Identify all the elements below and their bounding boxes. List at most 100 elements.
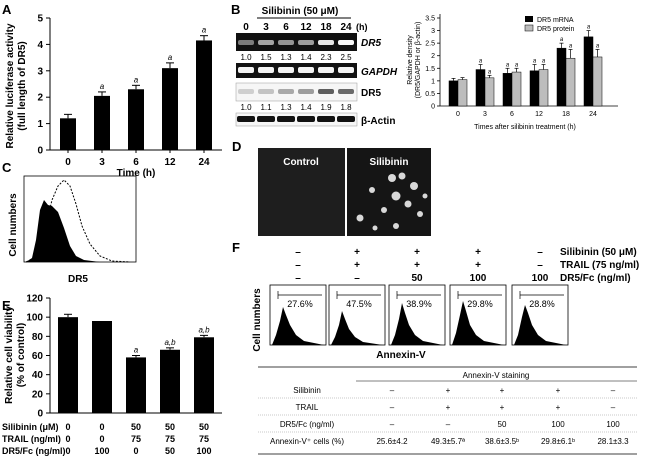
panel-label-d: D bbox=[232, 139, 241, 154]
panel-b-treatment: Silibinin (50 μM) bbox=[262, 6, 339, 17]
panel-f-histogram-fill bbox=[452, 301, 504, 345]
panel-a-ytick-label: 0 bbox=[37, 146, 43, 157]
legend-label-protein: DR5 protein bbox=[537, 26, 574, 33]
panel-b-ytick-label: 1.5 bbox=[425, 66, 435, 73]
gel-dr5-mrna-value: 2.5 bbox=[340, 53, 352, 62]
annexin-table-cell: – bbox=[446, 420, 451, 429]
panel-f-condition-label: DR5/Fc (ng/ml) bbox=[560, 273, 631, 284]
blot-dr5-protein-value: 1.0 bbox=[240, 103, 252, 112]
panel-c-histogram bbox=[23, 175, 137, 263]
gel-gapdh-band bbox=[258, 67, 274, 73]
panel-a-xtick-label: 24 bbox=[198, 157, 210, 168]
blot-label-actin: β-Actin bbox=[361, 116, 395, 127]
panel-b-ytick-label: 2.5 bbox=[425, 41, 435, 48]
gel-label-gapdh: GAPDH bbox=[361, 67, 398, 78]
panel-e-chart: Relative cell viability (% of control) 0… bbox=[4, 294, 222, 420]
panel-b-xtick-label: 0 bbox=[456, 111, 460, 118]
gel-dr5-mrna-band bbox=[338, 40, 354, 45]
panel-f-histogram: 29.8% bbox=[449, 284, 507, 346]
panel-e-ylabel-2: (% of control) bbox=[16, 323, 27, 387]
panel-f-histogram: 38.9% bbox=[388, 284, 446, 346]
gel-gapdh-band bbox=[318, 67, 334, 73]
panel-label-b: B bbox=[231, 2, 240, 17]
annexin-table-cell: 29.8±6.1ᵇ bbox=[541, 437, 575, 446]
blot-actin-band bbox=[337, 116, 355, 122]
panel-f-condition-label: TRAIL (75 ng/ml) bbox=[560, 260, 639, 271]
annexin-table-cell: – bbox=[611, 386, 616, 395]
panel-label-a: A bbox=[2, 2, 12, 17]
annexin-table-cell: 28.1±3.3 bbox=[597, 437, 629, 446]
panel-f-conditions: – + + + – Silibinin (50 μM) – + + + – TRAIL (75 ng/… bbox=[295, 247, 639, 284]
panel-b-bar-protein bbox=[457, 79, 468, 107]
panel-b-bar-protein bbox=[538, 69, 549, 107]
gel-dr5-mrna-band bbox=[298, 40, 314, 45]
panel-d-control-label: Control bbox=[283, 157, 319, 168]
panel-b-bar-mrna bbox=[529, 70, 540, 107]
panel-f-condition-cell: + bbox=[354, 247, 360, 258]
panel-b-xtick-label: 6 bbox=[510, 111, 514, 118]
annexin-table-row-label: Annexin-V⁺ cells (%) bbox=[270, 437, 344, 446]
panel-a-chart: Relative luciferase activity (full lengt… bbox=[5, 14, 222, 179]
panel-a-ytick-label: 2 bbox=[37, 93, 43, 104]
panel-e-cell: 100 bbox=[94, 446, 109, 456]
panel-a-xtick-label: 6 bbox=[133, 157, 139, 168]
panel-f-histogram: 47.5% bbox=[328, 284, 386, 346]
panel-b-time-label: 12 bbox=[300, 22, 312, 33]
panel-e-cell: 0 bbox=[99, 422, 104, 432]
panel-f-condition-cell: 100 bbox=[532, 273, 549, 284]
panel-f-histograms: 27.6% 47.5% 38.9% 29.8% 28.8% bbox=[269, 284, 569, 346]
legend-swatch-mrna bbox=[525, 16, 533, 22]
panel-a-ylabel-2: (full length of DR5) bbox=[17, 41, 28, 130]
panel-b-ytick-label: 0.5 bbox=[425, 91, 435, 98]
blot-actin-band bbox=[277, 116, 295, 122]
blot-dr5-protein-band bbox=[278, 89, 294, 94]
blot-dr5-protein bbox=[235, 82, 358, 102]
annexin-table-row-label: Silibinin bbox=[293, 386, 321, 395]
panel-a-bar bbox=[94, 95, 110, 150]
blot-dr5-protein-band bbox=[238, 89, 254, 94]
panel-e-cell: 75 bbox=[199, 434, 209, 444]
legend-swatch-protein bbox=[524, 24, 534, 32]
panel-b-time-label: 18 bbox=[320, 22, 332, 33]
panel-b-time-unit: (h) bbox=[356, 22, 368, 32]
panel-a-xtick-label: 3 bbox=[99, 157, 105, 168]
panel-e-ytick-label: 0 bbox=[37, 409, 43, 420]
annexin-table-cell: 38.6±3.5ᵇ bbox=[485, 437, 519, 446]
panel-b-ytick-label: 3.5 bbox=[425, 16, 435, 23]
panel-e-row-label: Silibinin (μM) bbox=[2, 422, 59, 432]
panel-a-ytick-label: 3 bbox=[37, 66, 43, 77]
panel-e-cell: 50 bbox=[199, 422, 209, 432]
panel-b-bar-protein bbox=[592, 56, 603, 107]
panel-f-condition-cell: – bbox=[537, 260, 543, 271]
panel-b-y-ticks: 0 0.5 1 1.5 2 2.5 3 3.5 bbox=[425, 16, 440, 111]
blot-dr5-protein-band bbox=[258, 89, 274, 94]
panel-a-bar bbox=[128, 89, 144, 150]
panel-a-ytick-label: 4 bbox=[37, 40, 43, 51]
panel-b-bar-protein bbox=[511, 71, 522, 107]
gel-dr5-mrna-values: 1.0 1.5 1.3 1.4 2.3 2.5 bbox=[240, 53, 352, 62]
panel-e-cell: 0 bbox=[133, 446, 138, 456]
panel-b-sig-label: a bbox=[533, 59, 537, 65]
panel-f-percent: 47.5% bbox=[346, 299, 372, 309]
panel-f-condition-cell: + bbox=[414, 247, 420, 258]
panel-e-ytick-label: 100 bbox=[26, 313, 43, 324]
annexin-table-cell: + bbox=[500, 403, 505, 412]
gel-gapdh bbox=[236, 63, 357, 78]
panel-e-cell: 0 bbox=[65, 446, 70, 456]
panel-e-y-ticks: 0 20 40 60 80 100 120 bbox=[26, 294, 50, 420]
panel-f-condition-cell: 100 bbox=[470, 273, 487, 284]
annexin-table-cell: – bbox=[611, 403, 616, 412]
panel-b-bar-mrna bbox=[448, 80, 459, 107]
panel-b-xtick-label: 3 bbox=[483, 111, 487, 118]
panel-b-time-label: 24 bbox=[340, 22, 352, 33]
panel-a-y-ticks: 0 1 2 3 4 5 bbox=[37, 14, 50, 157]
panel-b-ytick-label: 1 bbox=[431, 78, 435, 85]
panel-e-bars: a a,b a,b bbox=[58, 313, 214, 413]
annexin-table-cell: 50 bbox=[498, 420, 507, 429]
panel-b-sig-label: a bbox=[488, 69, 492, 75]
gel-dr5-mrna bbox=[236, 33, 357, 51]
panel-f-percent: 38.9% bbox=[406, 299, 432, 309]
annexin-table-cell: 100 bbox=[606, 420, 620, 429]
panel-e-cell: 50 bbox=[165, 446, 175, 456]
annexin-table-cell: – bbox=[390, 403, 395, 412]
